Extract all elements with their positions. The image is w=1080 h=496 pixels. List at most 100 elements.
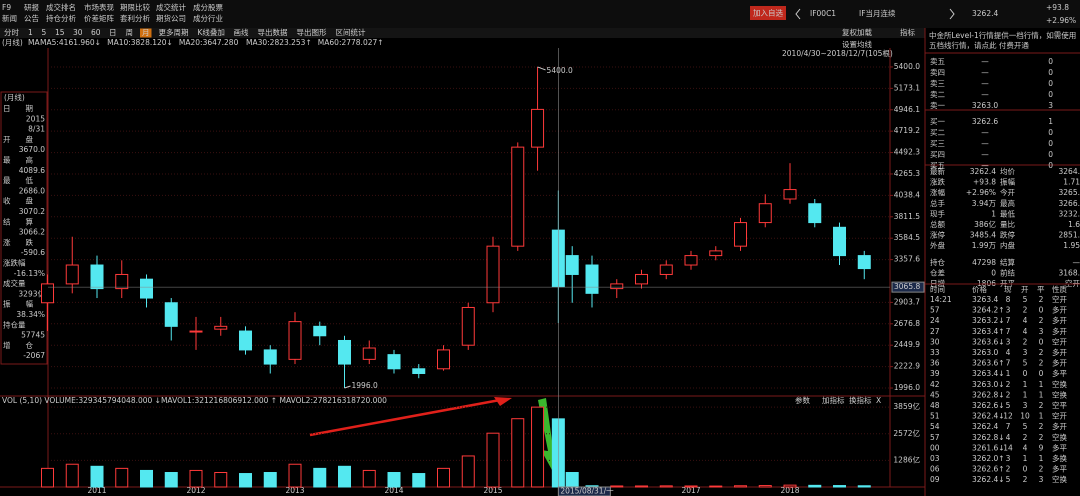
stat-label: 内盘 — [1000, 240, 1015, 250]
y-tick-label: 3584.5 — [894, 233, 920, 242]
menu-item[interactable]: 期货公司 — [156, 13, 186, 23]
symbol-name: IF当月连续 — [859, 8, 896, 18]
menu-item[interactable]: 成分行业 — [193, 13, 223, 23]
toolbar-item[interactable]: 复权加载 — [842, 27, 872, 37]
volume-bar — [437, 467, 451, 488]
trade-header: 性质 — [1052, 284, 1068, 294]
toolbar-item[interactable]: 画线 — [234, 27, 249, 37]
menu-item[interactable]: 成交排名 — [46, 2, 76, 12]
toolbar-item[interactable]: 区间统计 — [336, 27, 366, 37]
menu-item[interactable]: 价差矩阵 — [84, 13, 114, 23]
info-label: 涨 跌 — [3, 237, 33, 247]
trade-price: 3263.0↓ — [972, 380, 1005, 389]
y-tick-label: 1996.0 — [894, 383, 920, 392]
volume-tool[interactable]: 换指标 — [849, 395, 872, 405]
menu-item[interactable]: 成分股票 — [193, 2, 223, 12]
add-button[interactable] — [750, 6, 786, 20]
trade-type: 空换 — [1052, 389, 1068, 399]
menu-item[interactable]: F9 — [2, 3, 11, 12]
high-label: 5400.0 — [547, 66, 573, 75]
candle-body — [684, 255, 698, 266]
menu-item[interactable]: 新闻 — [2, 13, 17, 23]
stat-label: 涨幅 — [930, 187, 945, 197]
toolbar-item[interactable]: 周 — [126, 28, 134, 37]
toolbar-item[interactable]: 更多周期 — [159, 27, 189, 37]
book-side: 买二 — [930, 128, 945, 137]
y-tick-label: 4719.2 — [894, 126, 920, 135]
trade-type: 多平 — [1052, 368, 1068, 378]
red-arrow — [309, 398, 501, 437]
info-label: 涨跌幅 — [3, 258, 26, 268]
trade-open: 4 — [1023, 316, 1028, 325]
toolbar-item[interactable]: 日 — [109, 28, 117, 37]
toolbar-item[interactable]: 导出数据 — [258, 27, 288, 37]
high-pointer — [537, 66, 546, 71]
volume-tool[interactable]: 加指标 — [822, 395, 845, 405]
menu-item[interactable]: 公告 — [24, 13, 39, 23]
toolbar-item[interactable]: 月 — [142, 28, 150, 37]
candle-body — [313, 325, 327, 337]
change: +93.8 — [1046, 3, 1069, 12]
trade-time: 39 — [930, 369, 940, 378]
info-label: 结 算 — [3, 216, 33, 226]
volume-bar — [90, 465, 104, 488]
stat-value: 47298 — [972, 258, 996, 267]
info-value: 2015 — [26, 114, 45, 123]
info-value: 2686.0 — [19, 186, 45, 195]
book-side: 卖四 — [930, 68, 945, 77]
trade-volume: 8 — [1006, 295, 1011, 304]
candle-body — [734, 222, 748, 247]
trade-price: 3262.4 — [972, 422, 998, 431]
menu-item[interactable]: 成交统计 — [156, 2, 186, 12]
y-tick-label: 4492.3 — [894, 148, 920, 157]
candle-body — [115, 273, 129, 290]
trade-volume: 5 — [1006, 401, 1011, 410]
trade-price: 3263.6↑ — [972, 359, 1005, 368]
trade-close: 2 — [1039, 465, 1044, 474]
add-button-label[interactable]: 加入自选 — [753, 8, 783, 18]
trade-close: 2 — [1039, 316, 1044, 325]
toolbar-item[interactable]: 60 — [91, 28, 101, 37]
trade-time: 51 — [930, 412, 940, 421]
stat-value: +2.96% — [966, 188, 996, 197]
menu-item[interactable]: 套利分析 — [120, 13, 150, 23]
volume-tool[interactable]: X — [876, 396, 881, 405]
trade-type: 空换 — [1052, 432, 1068, 442]
volume-bar — [659, 485, 673, 488]
menu-item[interactable]: 期限比较 — [120, 2, 150, 12]
trade-price: 3262.8↓ — [972, 433, 1005, 442]
y-tick-label: 2676.8 — [894, 319, 920, 328]
toolbar-item[interactable]: 15 — [55, 28, 65, 37]
volume-bar — [511, 418, 525, 488]
stat-label: 最新 — [930, 166, 945, 176]
toolbar-item[interactable]: 1 — [28, 28, 33, 37]
info-label: 开 盘 — [3, 134, 33, 144]
trade-type: 多开 — [1052, 421, 1068, 431]
stat-value: 3264. — [1059, 167, 1080, 176]
toolbar-item[interactable]: 导出图形 — [297, 27, 327, 37]
book-volume: 3 — [1048, 101, 1053, 110]
toolbar-item[interactable]: 30 — [73, 28, 83, 37]
candle-body — [709, 250, 723, 257]
volume-tool[interactable]: 参数 — [795, 395, 810, 405]
x-tick-label: 2014 — [384, 486, 403, 495]
candle-body — [164, 302, 178, 327]
y-tick-label: 4038.4 — [894, 190, 920, 199]
book-price: 3262.6 — [972, 117, 998, 126]
trade-close: 0 — [1039, 306, 1044, 315]
toolbar-item[interactable]: 5 — [42, 28, 47, 37]
trade-price: 3264.2↑ — [972, 306, 1005, 315]
volume-bar — [387, 472, 401, 488]
menu-item[interactable]: 研报 — [24, 2, 39, 12]
toolbar-item[interactable]: 指标 — [900, 27, 915, 37]
toolbar-item[interactable]: K线叠加 — [198, 27, 225, 37]
book-volume: 0 — [1048, 150, 1053, 159]
trade-price: 3263.4↑ — [972, 327, 1005, 336]
menu-item[interactable]: 市场表现 — [84, 2, 114, 12]
menu-item[interactable]: 持仓分析 — [46, 13, 76, 23]
toolbar-item[interactable]: 分时 — [4, 27, 19, 37]
y-tick-label: 4265.3 — [894, 169, 920, 178]
volume-bar — [783, 484, 797, 488]
volume-bar — [610, 485, 624, 488]
candle-body — [783, 189, 797, 200]
